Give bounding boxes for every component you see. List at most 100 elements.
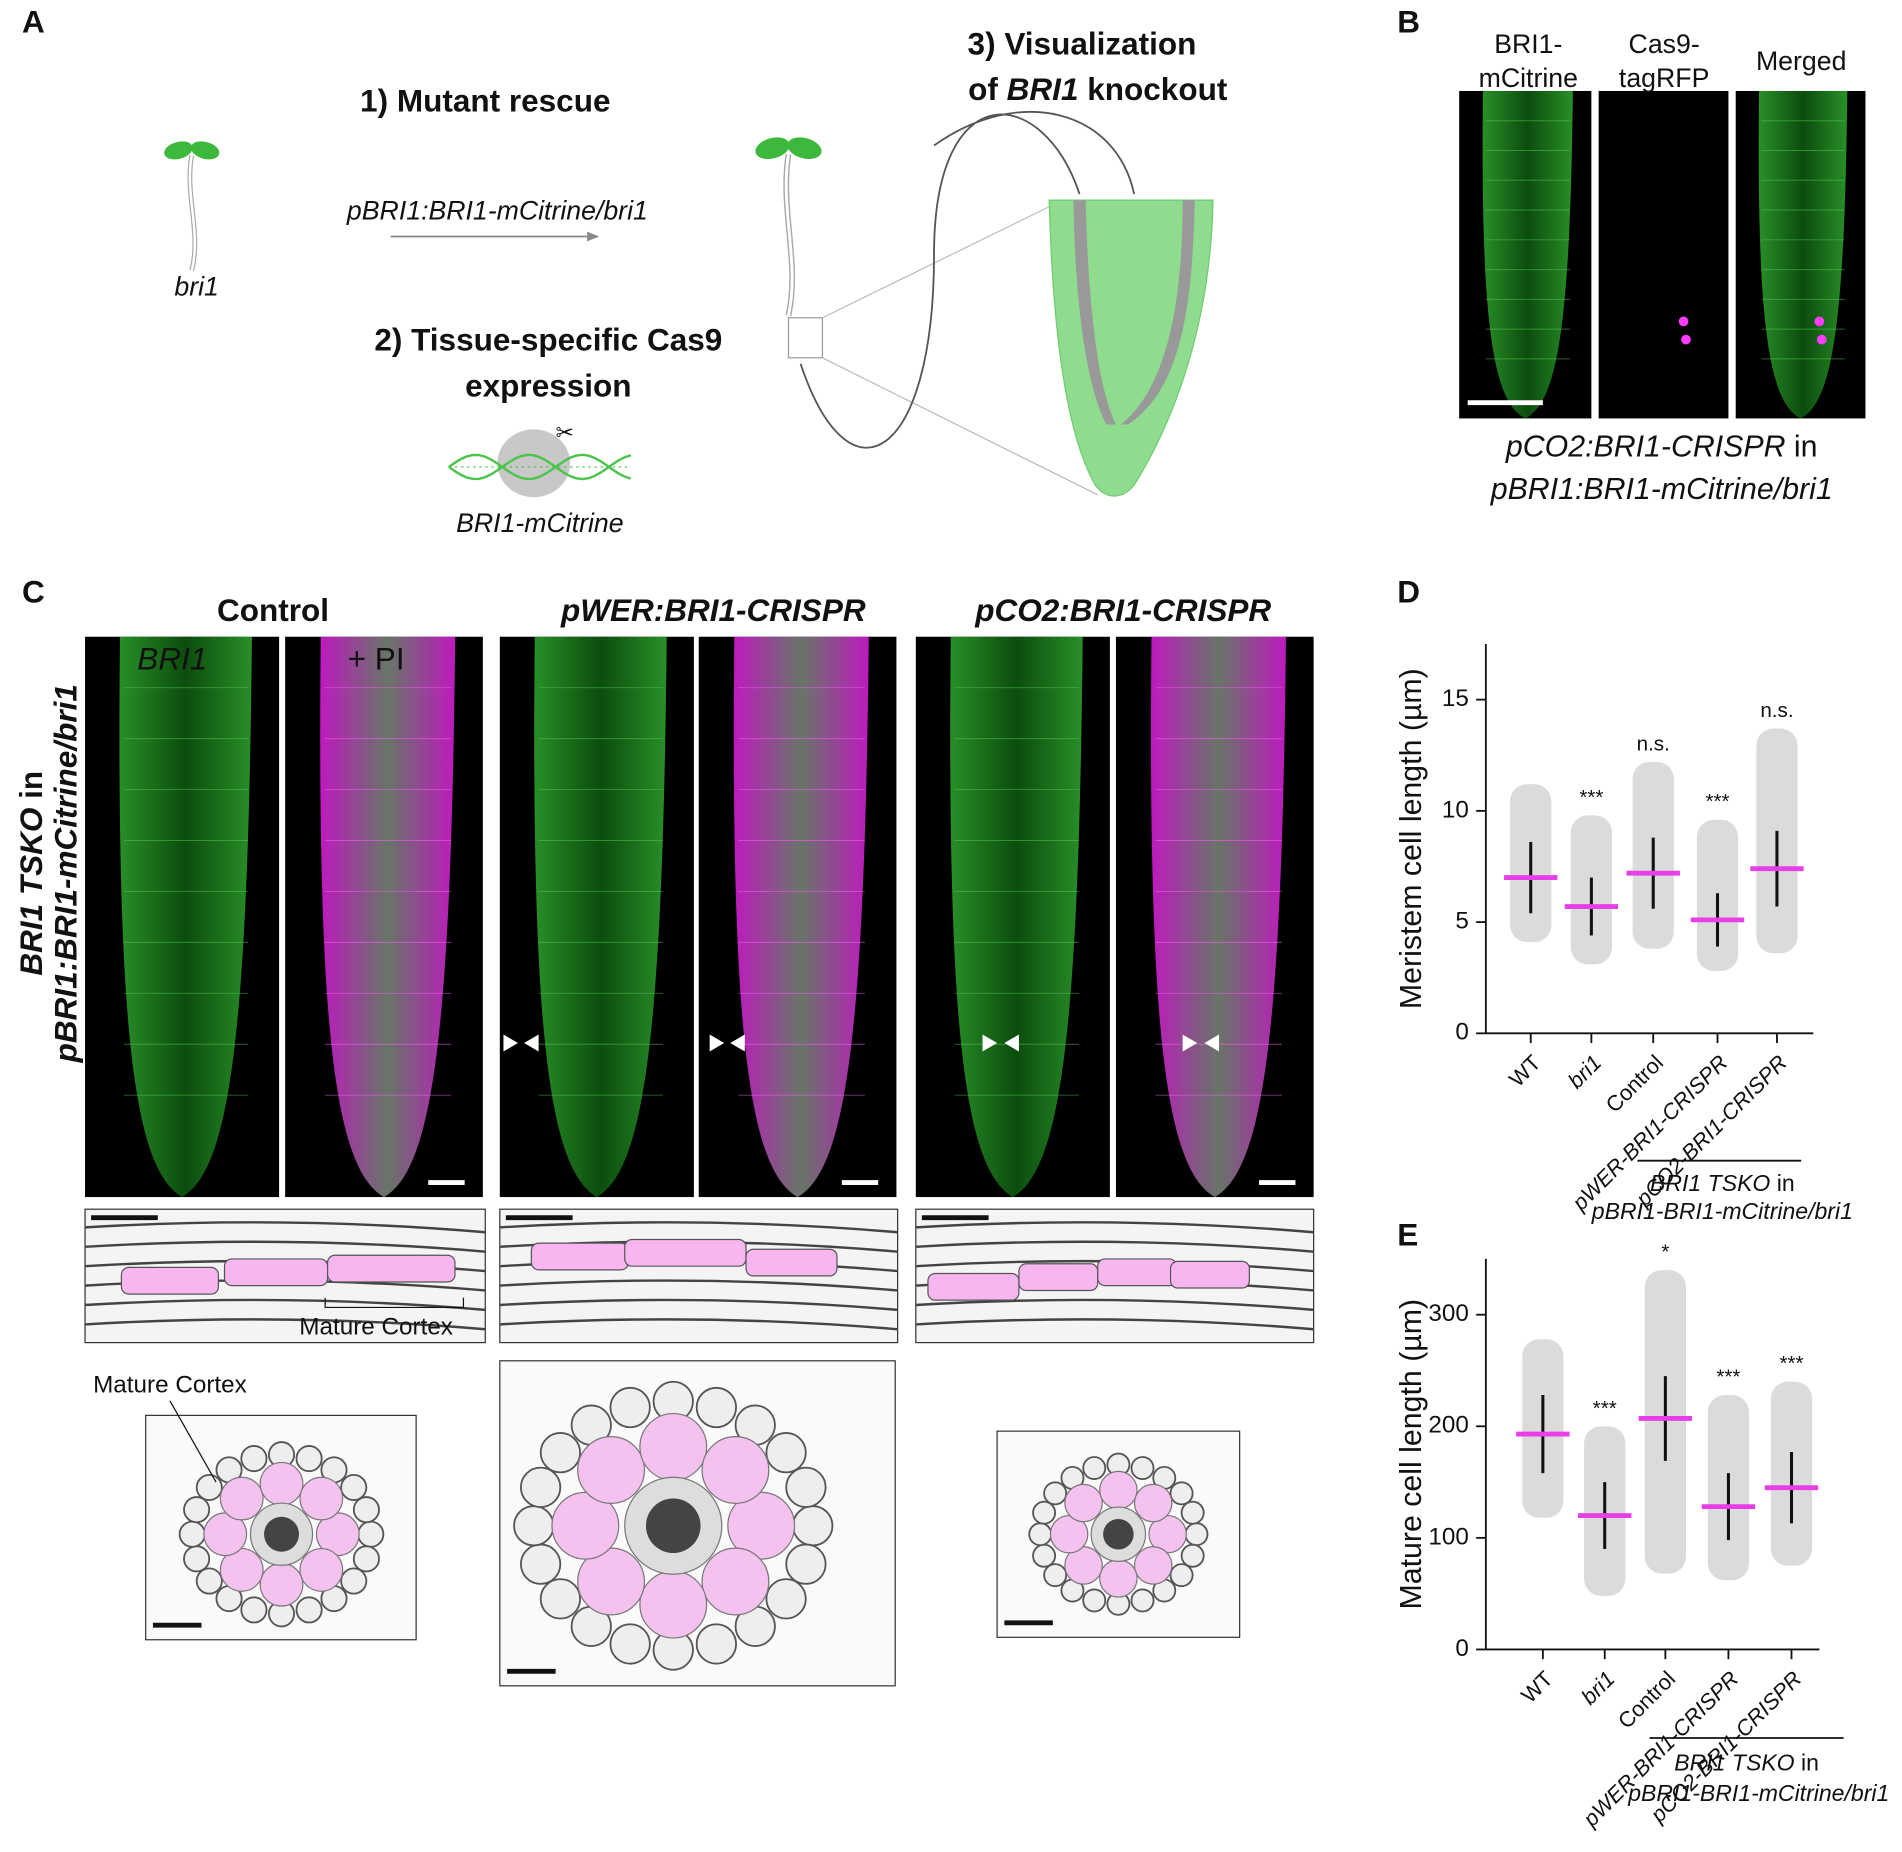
epidermis-cell [785, 1543, 827, 1585]
epidermis-cell [340, 1473, 368, 1501]
cell-wall [84, 1240, 486, 1253]
epidermis-cell [1184, 1522, 1209, 1547]
y-tick-label: 0 [1455, 1635, 1469, 1662]
arrowhead [709, 1034, 725, 1052]
stele-core [264, 1516, 299, 1552]
x-tick-label: bri1 [1563, 1050, 1606, 1093]
label-part: in [1795, 1750, 1819, 1776]
epidermis-cell [765, 1432, 807, 1474]
curve [799, 110, 1136, 449]
seedling-stem-core [784, 153, 794, 316]
cortex-cell [639, 1570, 708, 1639]
cell-wall [499, 1279, 898, 1292]
significance-label: n.s. [1637, 732, 1670, 755]
scissors: ✂ [556, 420, 574, 445]
channel-label: BRI1 [137, 640, 207, 676]
root-image [1482, 90, 1573, 419]
root-image [733, 636, 869, 1198]
epidermis-cell [695, 1623, 737, 1665]
epidermis-cell [1180, 1543, 1205, 1568]
epidermis-cell [1180, 1500, 1205, 1525]
cortex-cell [1099, 1559, 1138, 1598]
label-part: BRI1 TSKO [1674, 1750, 1794, 1776]
strip-label: Mature Cortex [299, 1313, 453, 1340]
cortex-cell [701, 1436, 770, 1504]
epidermis-cell [1130, 1456, 1155, 1480]
cortex-cell [1018, 1263, 1099, 1292]
label-part: in [1770, 1170, 1794, 1196]
epidermis-cell [785, 1466, 827, 1508]
epidermis-cell [1082, 1588, 1107, 1613]
cell-wall [499, 1298, 898, 1312]
step-title: expression [465, 367, 631, 403]
zoom-lines [822, 203, 1099, 496]
arrowhead [1004, 1034, 1019, 1052]
construct-label: pBRI1:BRI1-mCitrine/bri1 [346, 195, 648, 225]
column-heading: pCO2:BRI1-CRISPR [974, 592, 1271, 628]
nucleus [1681, 334, 1691, 345]
y-tick-label: 5 [1455, 908, 1469, 935]
cell-wall [84, 1318, 486, 1331]
x-tick-label: bri1 [1576, 1666, 1619, 1709]
step-title: 3) Visualization [968, 25, 1197, 61]
epidermis-cell [240, 1596, 268, 1624]
cotyledon [755, 137, 790, 160]
cortex-cell [701, 1547, 770, 1616]
y-axis-label: Meristem cell length (µm) [1395, 668, 1428, 1009]
group-label: pBRI1-BRI1-mCitrine/bri1 [1627, 1780, 1889, 1806]
dna-strand [448, 453, 632, 481]
column-heading: Control [217, 592, 329, 628]
cortex-cell [1133, 1546, 1173, 1585]
epidermis-cell [195, 1567, 223, 1595]
root-image [320, 636, 456, 1198]
cell-wall [84, 1298, 486, 1312]
significance-label: n.s. [1760, 699, 1793, 722]
label-part: BRI1 [1007, 72, 1079, 108]
epidermis-cell [1028, 1522, 1053, 1547]
pointer [169, 1400, 217, 1483]
epidermis-cell [295, 1596, 323, 1624]
epidermis-cell [352, 1545, 380, 1573]
epidermis-cell [609, 1386, 651, 1429]
epidermis-cell [765, 1578, 807, 1620]
y-tick-label: 15 [1442, 685, 1469, 712]
cortex-cell [1064, 1483, 1103, 1523]
cell-wall [499, 1318, 898, 1331]
y-tick-label: 100 [1428, 1523, 1468, 1550]
cortex-cell [551, 1491, 620, 1560]
significance-label: *** [1716, 1366, 1740, 1389]
cortex-cell [1097, 1258, 1178, 1287]
arrowhead [982, 1034, 998, 1052]
zoom-box [787, 317, 824, 359]
epidermis-cell [1169, 1563, 1194, 1588]
panel-letter: A [22, 4, 45, 40]
cortex-cell [120, 1266, 220, 1295]
mutant-label: bri1 [174, 272, 218, 302]
group-label: pBRI1-BRI1-mCitrine/bri1 [1591, 1198, 1853, 1224]
epidermis-cell [178, 1520, 206, 1548]
epidermis-cell [1169, 1481, 1194, 1506]
epidermis-cell [792, 1505, 834, 1547]
stele-core [645, 1498, 701, 1554]
group-label: BRI1 TSKO in [1674, 1750, 1819, 1776]
epidermis-cell [183, 1496, 211, 1524]
channel-label: Cas9- [1629, 29, 1700, 59]
cortex-cell [1133, 1483, 1173, 1523]
caption: pBRI1:BRI1-mCitrine/bri1 [1490, 473, 1833, 506]
cell-wall [499, 1221, 898, 1234]
arrow-head [587, 231, 600, 242]
nucleus [1814, 316, 1825, 327]
nucleus [1678, 316, 1689, 327]
label-part: of [968, 72, 1007, 108]
cell-wall [915, 1221, 1314, 1234]
epidermis-cell [609, 1623, 651, 1665]
section-label: Mature Cortex [93, 1372, 247, 1399]
cortex-cell [727, 1491, 796, 1560]
arrowhead [1204, 1034, 1220, 1052]
channel-label: tagRFP [1619, 63, 1709, 93]
y-axis-label: Mature cell length (µm) [1395, 1299, 1428, 1610]
panel-letter: B [1397, 4, 1420, 40]
cotyledon [787, 137, 822, 160]
caption: pCO2:BRI1-CRISPR in [1505, 431, 1818, 464]
